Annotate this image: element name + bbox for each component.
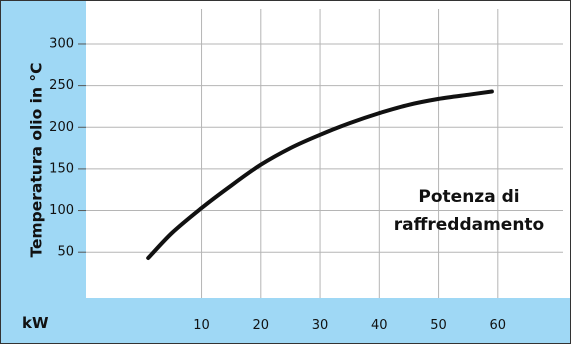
- series-line-0: [146, 89, 494, 260]
- x-tick-label-20: 20: [253, 318, 270, 333]
- y-tick-label-100: 100: [49, 203, 74, 218]
- y-tick-label-300: 300: [49, 36, 74, 51]
- bottom-band: [0, 298, 571, 344]
- x-axis-label: kW: [22, 314, 49, 332]
- y-axis-label: Temperatura olio in °C: [28, 62, 46, 257]
- y-tick-label-250: 250: [49, 78, 74, 93]
- y-tick-label-200: 200: [49, 120, 74, 135]
- x-tick-label-60: 60: [490, 318, 507, 333]
- plot-background: [86, 9, 563, 298]
- series: [146, 89, 494, 260]
- annotation-line-2: raffreddamento: [394, 215, 545, 235]
- annotation-line-1: Potenza di: [418, 187, 519, 207]
- x-tick-label-30: 30: [312, 318, 329, 333]
- grid: [86, 9, 563, 298]
- x-axis: 10 20 30 40 50 60: [193, 318, 506, 333]
- x-tick-label-50: 50: [430, 318, 447, 333]
- y-tick-label-150: 150: [49, 161, 74, 176]
- x-tick-label-10: 10: [193, 318, 210, 333]
- x-tick-label-40: 40: [371, 318, 388, 333]
- y-tick-label-50: 50: [57, 245, 74, 260]
- left-band: [0, 0, 86, 344]
- y-axis: 50 100 150 200 250 300: [49, 36, 86, 260]
